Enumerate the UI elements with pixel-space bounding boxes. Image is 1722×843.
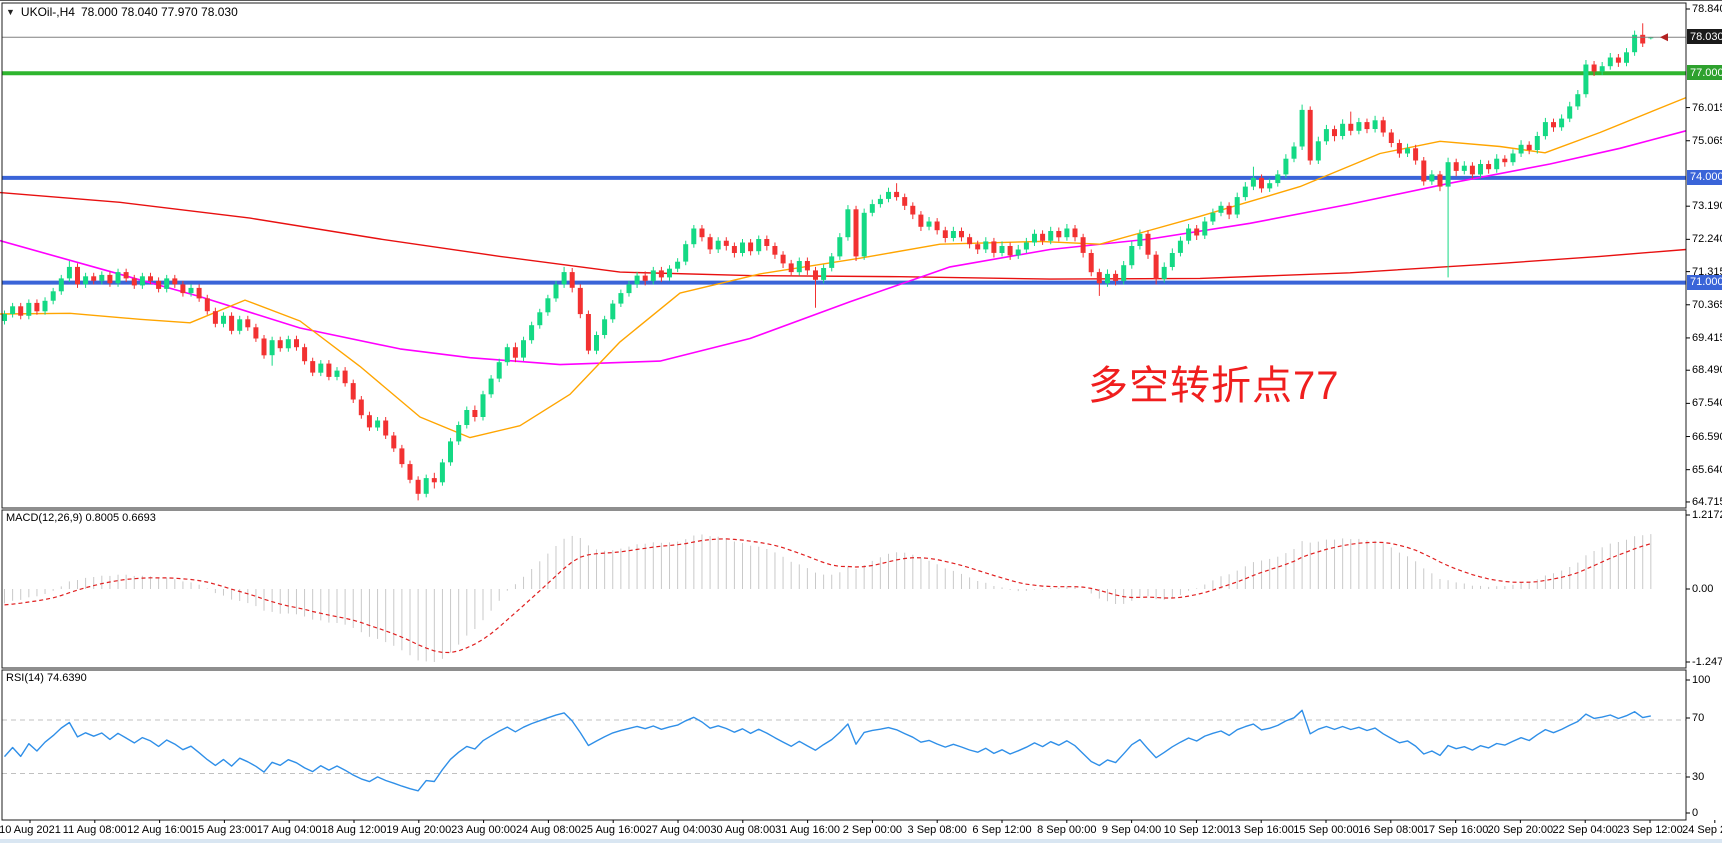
time-tick-label: 31 Aug 16:00	[775, 824, 841, 836]
time-tick-label: 11 Aug 08:00	[62, 824, 127, 836]
time-tick-label: 23 Sep 12:00	[1617, 824, 1683, 836]
window-bottom-strip	[0, 839, 1722, 843]
time-tick-label: 15 Aug 23:00	[191, 824, 257, 836]
time-tick-label: 23 Aug 00:00	[451, 824, 517, 836]
price-tick-label: 68.490	[1692, 364, 1722, 377]
rsi-tick-label: 70	[1692, 712, 1705, 724]
price-tick-label: 78.840	[1692, 3, 1722, 15]
time-tick-label: 17 Aug 04:00	[256, 824, 322, 836]
price-tick-label: 75.065	[1692, 134, 1722, 147]
ma-orange-line	[0, 96, 1687, 439]
macd-signal-line	[4, 538, 1651, 654]
time-tick-label: 16 Sep 08:00	[1358, 824, 1424, 836]
time-tick-label: 19 Aug 20:00	[386, 824, 452, 836]
time-tick-label: 9 Sep 04:00	[1101, 824, 1162, 836]
price-badge-71.000: 71.000	[1687, 274, 1722, 290]
macd-pane-border	[1, 509, 1687, 669]
macd-histogram	[4, 534, 1652, 662]
candles-series	[2, 23, 1654, 501]
main-pane-border	[1, 2, 1687, 509]
price-tick-label: 69.415	[1692, 331, 1722, 344]
time-tick-label: 17 Sep 16:00	[1422, 824, 1489, 836]
time-tick-label: 3 Sep 08:00	[907, 824, 967, 836]
macd-indicator-label: MACD(12,26,9) 0.8005 0.6693	[6, 512, 156, 524]
time-tick-label: 6 Sep 12:00	[972, 824, 1032, 836]
chart-ohlc-values: 78.000 78.040 77.970 78.030	[80, 5, 238, 19]
time-tick-label: 8 Sep 00:00	[1037, 824, 1097, 836]
time-tick-label: 24 Aug 08:00	[515, 824, 581, 836]
rsi-tick-label: 100	[1692, 674, 1711, 686]
time-tick-label: 25 Aug 16:00	[580, 824, 646, 836]
price-tick-label: 72.240	[1692, 233, 1722, 246]
current-price-arrow-icon	[1660, 33, 1668, 42]
price-badge-74.000: 74.000	[1687, 169, 1722, 185]
chart-annotation-text[interactable]: 多空转折点77	[1088, 364, 1340, 408]
rsi-pane-border	[1, 669, 1687, 821]
chart-header: ▼ UKOil-,H4 78.000 78.040 77.970 78.030	[6, 5, 238, 19]
time-tick-label: 10 Sep 12:00	[1163, 824, 1230, 836]
time-tick-label: 12 Aug 16:00	[127, 824, 193, 836]
price-badge-77.000: 77.000	[1687, 65, 1722, 81]
macd-tick-label: -1.2479	[1692, 656, 1722, 668]
time-tick-label: 27 Aug 04:00	[645, 824, 711, 836]
ma-magenta-line	[0, 130, 1687, 366]
ma-red-line	[0, 191, 1687, 280]
time-tick-label: 15 Sep 00:00	[1293, 824, 1359, 836]
time-tick-label: 10 Aug 2021	[0, 824, 61, 836]
price-badge-78.030: 78.030	[1687, 29, 1722, 45]
rsi-indicator-label: RSI(14) 74.6390	[6, 672, 87, 684]
time-tick-label: 20 Sep 20:00	[1487, 824, 1554, 836]
time-tick-label: 18 Aug 12:00	[321, 824, 387, 836]
time-tick-label: 22 Sep 04:00	[1552, 824, 1618, 836]
rsi-tick-label: 0	[1692, 807, 1699, 819]
macd-tick-label: 0.00	[1692, 583, 1714, 595]
price-tick-label: 66.590	[1692, 430, 1722, 443]
rsi-tick-label: 30	[1692, 771, 1705, 783]
chart-symbol-timeframe: UKOil-,H4	[20, 5, 75, 19]
time-tick-label: 13 Sep 16:00	[1228, 824, 1294, 836]
price-tick-label: 64.715	[1692, 495, 1722, 508]
rsi-line	[3, 709, 1651, 792]
price-tick-label: 67.540	[1692, 397, 1722, 410]
chart-dropdown-icon[interactable]: ▼	[6, 7, 15, 17]
time-tick-label: 24 Sep 20:00	[1682, 824, 1722, 836]
time-tick-label: 2 Sep 00:00	[842, 824, 903, 836]
macd-tick-label: 1.2172	[1692, 509, 1722, 521]
price-tick-label: 76.015	[1692, 101, 1722, 114]
price-tick-label: 65.640	[1692, 463, 1722, 476]
time-tick-label: 30 Aug 08:00	[710, 824, 776, 836]
price-tick-label: 70.365	[1692, 298, 1722, 311]
price-tick-label: 73.190	[1692, 200, 1722, 213]
